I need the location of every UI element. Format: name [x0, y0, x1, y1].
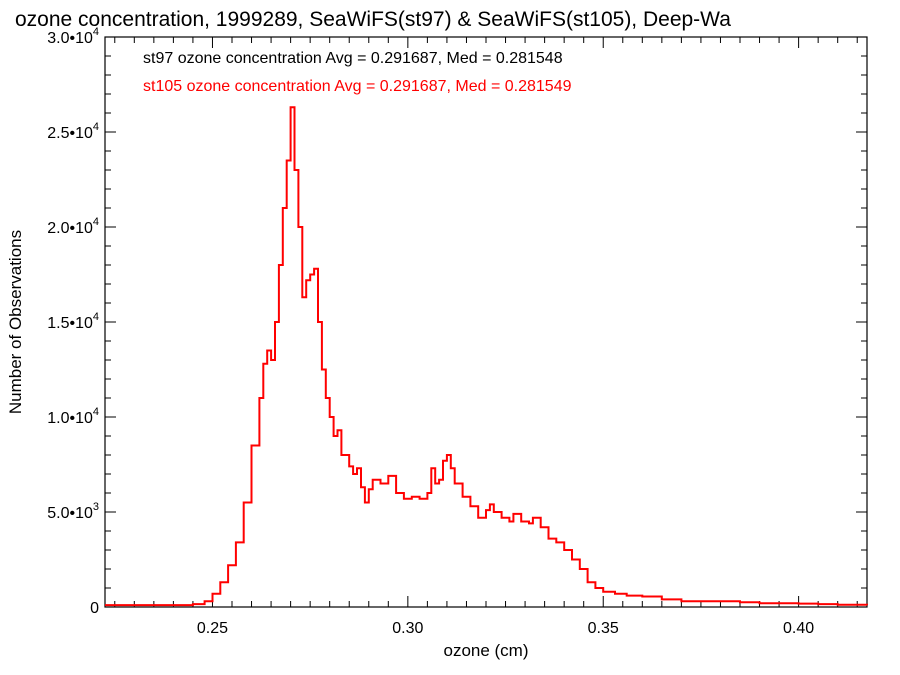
- y-tick-label: 1.0•104: [47, 406, 99, 427]
- y-tick-label: 3.0•104: [47, 26, 99, 47]
- x-axis-label: ozone (cm): [443, 641, 528, 660]
- series-layer: [105, 106, 868, 607]
- y-tick-label: 0: [90, 600, 99, 617]
- x-tick-label: 0.30: [392, 620, 423, 637]
- y-axis-label: Number of Observations: [6, 230, 25, 414]
- annotation-st105: st105 ozone concentration Avg = 0.291687…: [143, 78, 572, 95]
- y-tick-label: 1.5•104: [47, 311, 99, 332]
- y-tick-label: 2.5•104: [47, 121, 99, 142]
- annotation-st97: st97 ozone concentration Avg = 0.291687,…: [143, 50, 563, 67]
- x-tick-label: 0.40: [783, 620, 814, 637]
- chart-title: ozone concentration, 1999289, SeaWiFS(st…: [15, 8, 731, 31]
- x-axis: 0.25 0.30 0.35 0.40: [114, 37, 858, 637]
- series-line-0: [105, 106, 868, 607]
- x-tick-label: 0.35: [588, 620, 619, 637]
- x-tick-label: 0.25: [197, 620, 228, 637]
- plot-frame: [104, 36, 868, 608]
- y-tick-label: 5.0•103: [47, 501, 99, 522]
- annotations: st97 ozone concentration Avg = 0.291687,…: [143, 50, 572, 95]
- y-tick-label: 2.0•104: [47, 216, 99, 237]
- y-axis: 0 5.0•103 1.0•104 1.5•104 2.0•104 2.5•104 3.0•…: [47, 26, 867, 617]
